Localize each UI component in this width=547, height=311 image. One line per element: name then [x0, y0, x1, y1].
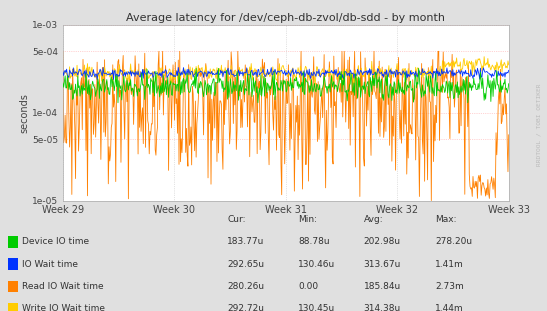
Title: Average latency for /dev/ceph-db-zvol/db-sdd - by month: Average latency for /dev/ceph-db-zvol/db…: [126, 13, 445, 23]
Text: 88.78u: 88.78u: [298, 237, 330, 246]
Text: Device IO time: Device IO time: [22, 237, 90, 246]
Text: 280.26u: 280.26u: [227, 282, 264, 291]
Text: 278.20u: 278.20u: [435, 237, 472, 246]
Text: 2.73m: 2.73m: [435, 282, 464, 291]
Text: Min:: Min:: [298, 215, 317, 224]
Text: 202.98u: 202.98u: [364, 237, 401, 246]
Text: Write IO Wait time: Write IO Wait time: [22, 304, 106, 311]
Text: 130.45u: 130.45u: [298, 304, 335, 311]
Text: 1.44m: 1.44m: [435, 304, 463, 311]
Text: 185.84u: 185.84u: [364, 282, 401, 291]
Text: IO Wait time: IO Wait time: [22, 260, 78, 268]
Text: 313.67u: 313.67u: [364, 260, 401, 268]
Text: 0.00: 0.00: [298, 282, 318, 291]
Text: 314.38u: 314.38u: [364, 304, 401, 311]
Y-axis label: seconds: seconds: [19, 93, 29, 133]
Text: Max:: Max:: [435, 215, 456, 224]
Text: Cur:: Cur:: [227, 215, 246, 224]
Text: 292.72u: 292.72u: [227, 304, 264, 311]
Text: RRDTOOL / TOBI OETIKER: RRDTOOL / TOBI OETIKER: [536, 83, 542, 166]
Text: Avg:: Avg:: [364, 215, 383, 224]
Text: 1.41m: 1.41m: [435, 260, 464, 268]
Text: Read IO Wait time: Read IO Wait time: [22, 282, 104, 291]
Text: 292.65u: 292.65u: [227, 260, 264, 268]
Text: 130.46u: 130.46u: [298, 260, 335, 268]
Text: 183.77u: 183.77u: [227, 237, 264, 246]
